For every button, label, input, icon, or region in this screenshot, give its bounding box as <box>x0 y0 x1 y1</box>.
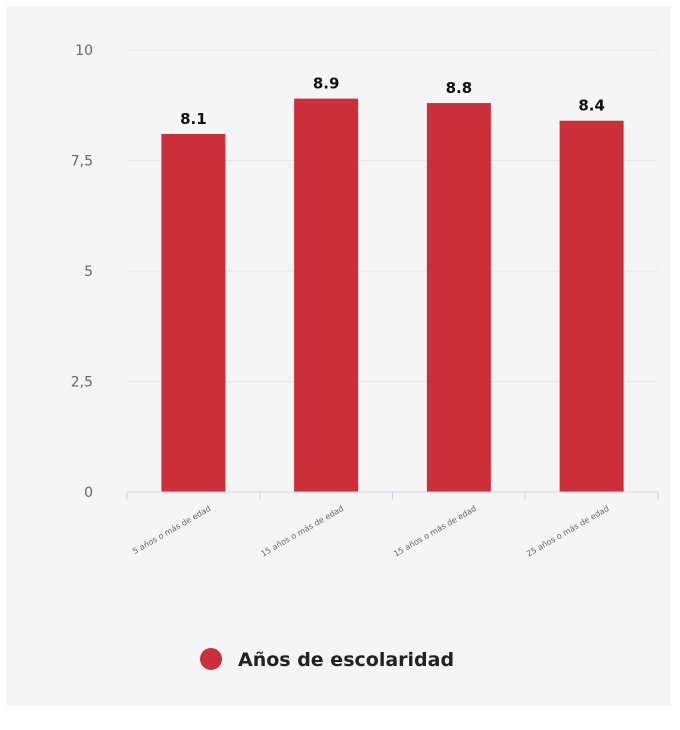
x-tick-label: 15 años o más de edad <box>260 504 346 559</box>
x-tick-label: 5 años o más de edad <box>131 504 212 556</box>
data-label: 8.9 <box>313 75 340 93</box>
y-axis: 0 2,5 5 7,5 10 <box>71 43 93 501</box>
bar[interactable] <box>426 103 491 492</box>
y-tick-label: 7,5 <box>71 154 93 170</box>
legend-label[interactable]: Años de escolaridad <box>238 649 454 671</box>
x-tick-label: 15 años o más de edad <box>392 504 478 559</box>
bar[interactable] <box>559 120 624 492</box>
y-tick-label: 5 <box>84 264 93 280</box>
data-label: 8.4 <box>578 97 605 115</box>
bars <box>161 98 624 493</box>
legend-marker[interactable] <box>200 648 222 670</box>
y-tick-label: 10 <box>75 43 93 59</box>
data-labels: 8.1 8.9 8.8 8.4 <box>180 75 605 128</box>
legend[interactable]: Años de escolaridad <box>200 648 454 671</box>
bar[interactable] <box>294 98 359 493</box>
x-axis: 5 años o más de edad 15 años o más de eda… <box>126 491 659 559</box>
data-label: 8.8 <box>446 79 473 97</box>
y-tick-label: 2,5 <box>71 375 93 391</box>
bar[interactable] <box>161 133 226 493</box>
data-label: 8.1 <box>180 110 207 128</box>
x-tick-label: 25 años o más de edad <box>525 504 611 559</box>
y-tick-label: 0 <box>84 485 93 501</box>
